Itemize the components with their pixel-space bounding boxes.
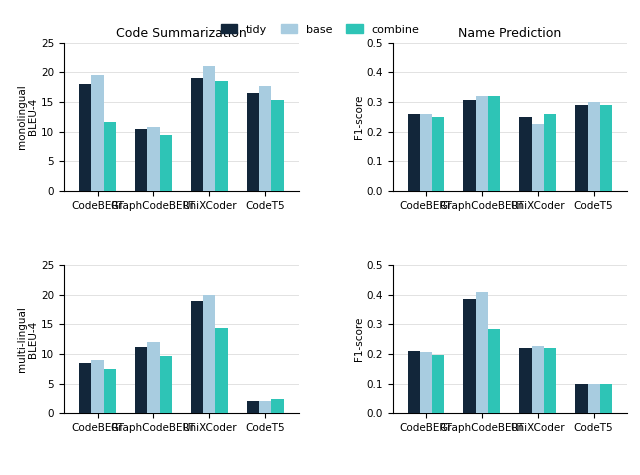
Bar [520,348,532,413]
Bar [575,384,588,413]
Bar [408,114,420,191]
Bar [463,100,476,191]
Bar [520,117,532,191]
Bar [532,346,544,413]
Bar [79,84,92,191]
Bar [135,129,147,191]
Title: Name Prediction: Name Prediction [458,27,561,40]
Bar [246,93,259,191]
Bar [203,66,216,191]
Y-axis label: multi-lingual
BLEU-4: multi-lingual BLEU-4 [17,306,38,372]
Bar [271,399,284,413]
Bar [544,114,556,191]
Bar [203,294,216,413]
Bar [432,354,445,413]
Bar [408,351,420,413]
Bar [476,292,488,413]
Bar [420,114,432,191]
Y-axis label: F1-score: F1-score [353,317,364,361]
Bar [191,78,203,191]
Bar [79,363,92,413]
Bar [216,328,228,413]
Bar [544,348,556,413]
Bar [159,134,172,191]
Bar [159,356,172,413]
Bar [259,401,271,413]
Bar [600,104,612,191]
Legend: tidy, base, combine: tidy, base, combine [216,20,424,39]
Bar [147,342,159,413]
Bar [92,76,104,191]
Bar [259,86,271,191]
Bar [191,301,203,413]
Bar [532,124,544,191]
Bar [575,104,588,191]
Bar [463,299,476,413]
Bar [488,96,500,191]
Bar [588,384,600,413]
Bar [588,102,600,191]
Bar [432,117,445,191]
Bar [147,127,159,191]
Bar [476,96,488,191]
Y-axis label: F1-score: F1-score [353,95,364,139]
Bar [135,347,147,413]
Bar [271,100,284,191]
Bar [104,122,116,191]
Bar [104,370,116,413]
Bar [420,352,432,413]
Bar [92,360,104,413]
Bar [488,329,500,413]
Y-axis label: monolingual
BLEU-4: monolingual BLEU-4 [17,85,38,149]
Title: Code Summarization: Code Summarization [116,27,246,40]
Bar [600,384,612,413]
Bar [246,401,259,413]
Bar [216,81,228,191]
